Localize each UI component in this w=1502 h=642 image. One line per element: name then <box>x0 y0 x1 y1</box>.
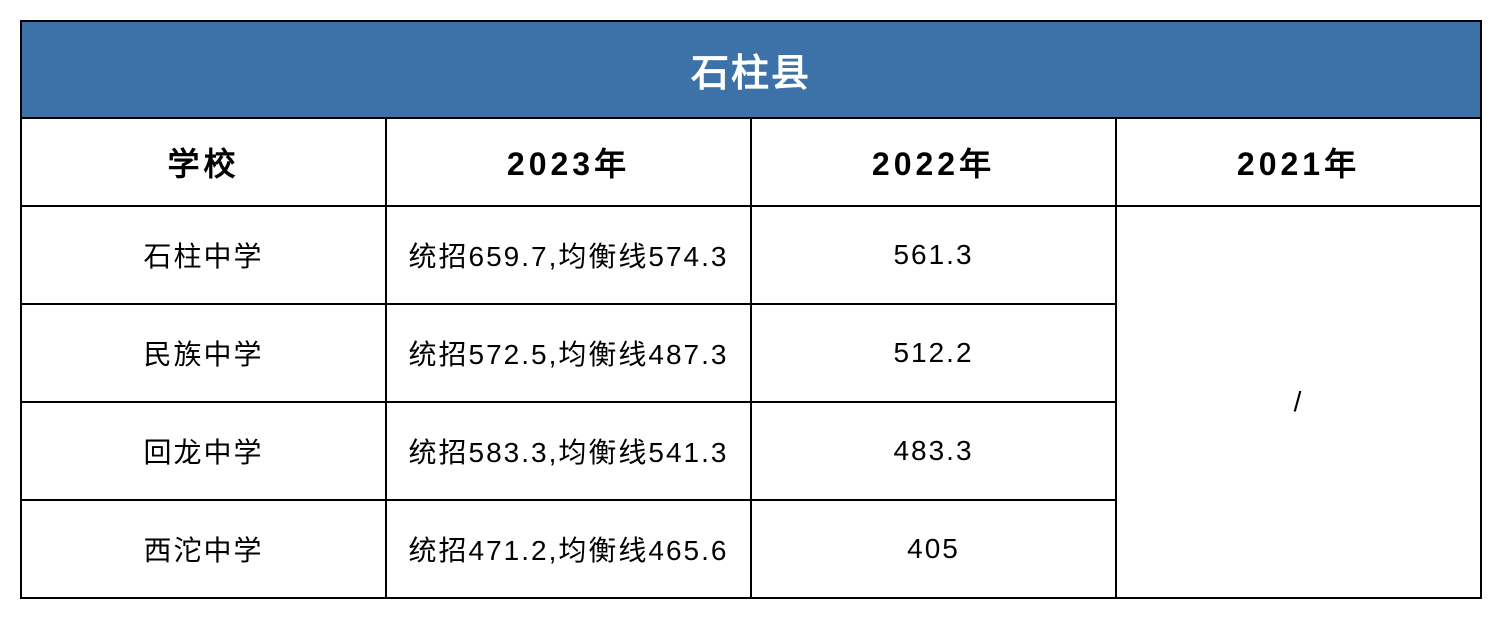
cell-2023: 统招572.5,均衡线487.3 <box>386 304 751 402</box>
table-title: 石柱县 <box>21 21 1481 118</box>
header-school: 学校 <box>21 118 386 206</box>
cell-2022: 483.3 <box>751 402 1116 500</box>
header-2022: 2022年 <box>751 118 1116 206</box>
cell-2022: 512.2 <box>751 304 1116 402</box>
cell-2023: 统招659.7,均衡线574.3 <box>386 206 751 304</box>
cell-2022: 405 <box>751 500 1116 598</box>
cell-2021-merged: / <box>1116 206 1481 598</box>
cell-2023: 统招583.3,均衡线541.3 <box>386 402 751 500</box>
header-row: 学校 2023年 2022年 2021年 <box>21 118 1481 206</box>
header-2023: 2023年 <box>386 118 751 206</box>
header-2021: 2021年 <box>1116 118 1481 206</box>
cell-school: 民族中学 <box>21 304 386 402</box>
cell-2022: 561.3 <box>751 206 1116 304</box>
cell-school: 石柱中学 <box>21 206 386 304</box>
title-row: 石柱县 <box>21 21 1481 118</box>
cell-school: 西沱中学 <box>21 500 386 598</box>
table-row: 石柱中学 统招659.7,均衡线574.3 561.3 / <box>21 206 1481 304</box>
cell-2023: 统招471.2,均衡线465.6 <box>386 500 751 598</box>
table-container: 石柱县 学校 2023年 2022年 2021年 石柱中学 统招659.7,均衡… <box>20 20 1482 599</box>
score-table: 石柱县 学校 2023年 2022年 2021年 石柱中学 统招659.7,均衡… <box>20 20 1482 599</box>
cell-school: 回龙中学 <box>21 402 386 500</box>
